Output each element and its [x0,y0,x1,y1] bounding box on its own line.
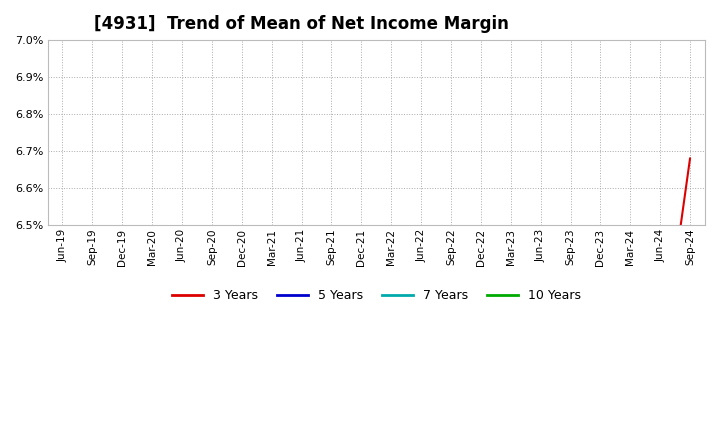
Text: [4931]  Trend of Mean of Net Income Margin: [4931] Trend of Mean of Net Income Margi… [94,15,508,33]
Legend: 3 Years, 5 Years, 7 Years, 10 Years: 3 Years, 5 Years, 7 Years, 10 Years [166,284,586,307]
